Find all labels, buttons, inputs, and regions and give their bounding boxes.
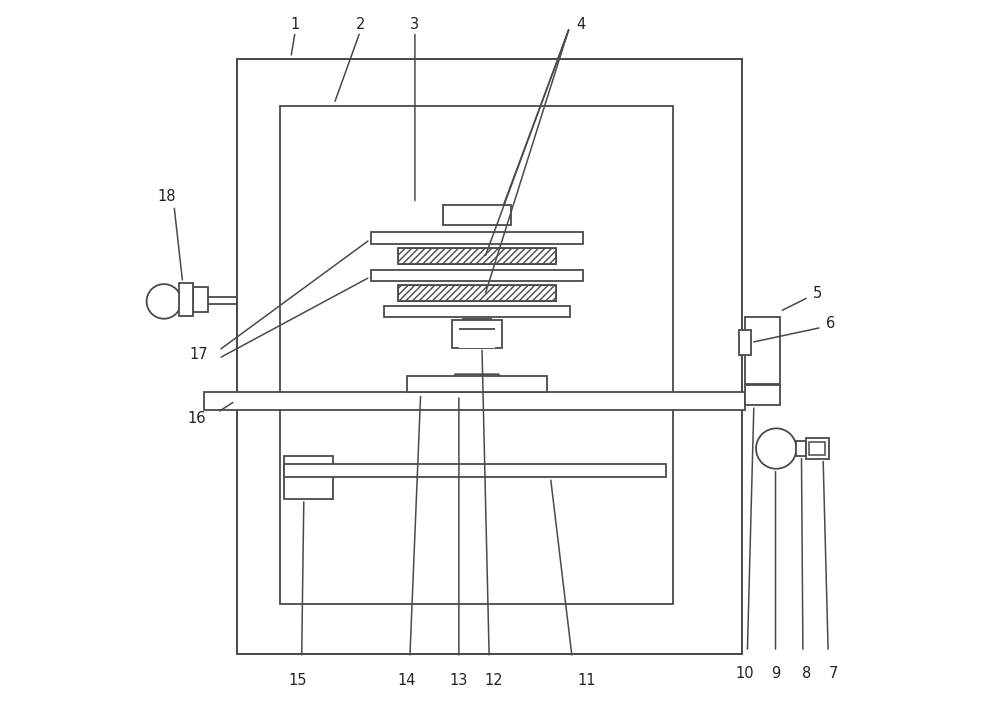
Bar [398,285,556,300]
Bar [745,385,780,405]
Bar [384,306,570,316]
Text: 10: 10 [736,666,755,681]
Text: 9: 9 [771,666,780,681]
Text: 13: 13 [450,673,468,689]
Bar [237,59,742,654]
Bar [371,232,583,244]
Bar [745,317,780,384]
Text: 17: 17 [189,348,208,362]
Text: 14: 14 [397,673,415,689]
Bar [284,464,666,477]
Text: 11: 11 [577,673,596,689]
Polygon shape [441,374,513,395]
Bar [443,205,511,225]
Bar [204,392,745,410]
Text: 4: 4 [576,17,585,32]
Bar [739,329,751,355]
Bar [463,319,491,348]
Text: 6: 6 [826,316,835,332]
Bar [371,269,583,281]
Bar [179,282,193,316]
Bar [806,439,829,458]
Bar [193,287,208,311]
Bar [809,442,825,455]
Bar [398,248,556,264]
Text: 3: 3 [410,17,419,32]
Bar [280,106,673,604]
Bar [407,376,547,392]
Bar [398,285,556,300]
Bar [796,442,806,456]
Text: 12: 12 [485,673,504,689]
Text: 7: 7 [829,666,839,681]
Bar [398,248,556,264]
Text: 16: 16 [188,411,206,426]
Text: 15: 15 [289,673,307,689]
Bar [459,329,495,348]
Text: 8: 8 [802,666,811,681]
Text: 2: 2 [355,17,365,32]
Bar [284,456,333,499]
Text: 1: 1 [291,17,300,32]
Bar [452,320,502,348]
Text: 18: 18 [158,189,176,203]
Text: 5: 5 [813,286,822,301]
